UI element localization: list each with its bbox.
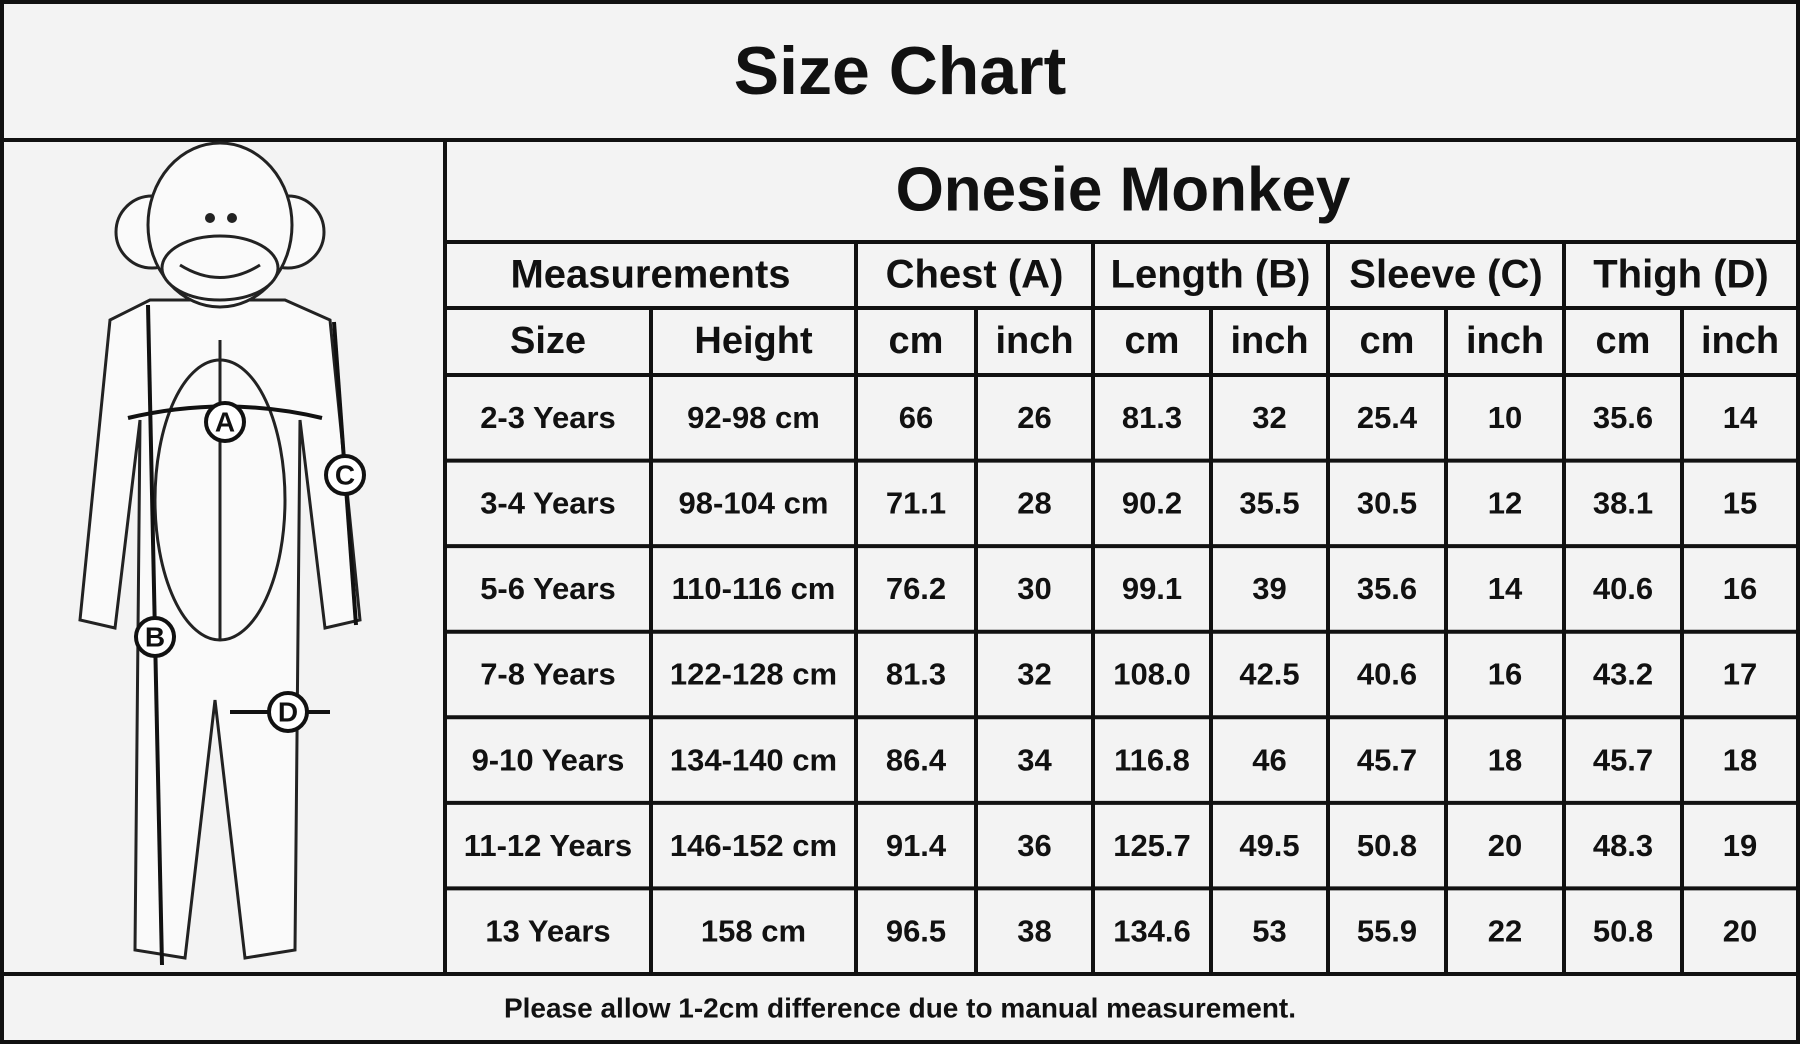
cell: 18 [1723, 742, 1757, 777]
cell: 81.3 [886, 657, 946, 692]
cell: 134-140 cm [670, 742, 837, 777]
cell: 28 [1017, 486, 1051, 521]
cell: 71.1 [886, 486, 946, 521]
column-header: Size [510, 320, 586, 362]
cell: 38 [1017, 913, 1051, 948]
group-header: Sleeve (C) [1349, 253, 1542, 297]
label-badge [204, 401, 246, 443]
cell: 14 [1488, 571, 1523, 606]
cell: 146-152 cm [670, 828, 837, 863]
cell: 7-8 Years [480, 657, 616, 692]
cell: 55.9 [1357, 913, 1417, 948]
cell: 40.6 [1357, 657, 1417, 692]
cell: 46 [1252, 742, 1286, 777]
column-header: cm [1596, 320, 1651, 362]
column-header: inch [995, 320, 1073, 362]
cell: 17 [1723, 657, 1757, 692]
cell: 49.5 [1239, 828, 1299, 863]
cell: 36 [1017, 828, 1051, 863]
cell: 99.1 [1122, 571, 1182, 606]
cell: 32 [1017, 657, 1051, 692]
group-header: Thigh (D) [1593, 253, 1769, 297]
cell: 116.8 [1114, 742, 1190, 777]
column-header: cm [1360, 320, 1415, 362]
column-header: inch [1466, 320, 1544, 362]
cell: 38.1 [1593, 486, 1653, 521]
cell: 40.6 [1593, 571, 1653, 606]
cell: 30.5 [1357, 486, 1417, 521]
cell: 108.0 [1113, 657, 1191, 692]
cell: 5-6 Years [480, 571, 616, 606]
cell: 125.7 [1113, 828, 1191, 863]
cell: 81.3 [1122, 400, 1182, 435]
group-header: Measurements [510, 253, 790, 297]
cell: 76.2 [886, 571, 946, 606]
cell: 42.5 [1239, 657, 1299, 692]
cell: 15 [1723, 486, 1757, 521]
cell: 22 [1488, 913, 1522, 948]
cell: 16 [1723, 571, 1757, 606]
cell: 50.8 [1357, 828, 1417, 863]
monkey-illustration [78, 141, 362, 966]
cell: 10 [1488, 400, 1522, 435]
column-header: cm [1125, 320, 1180, 362]
column-header: inch [1701, 320, 1779, 362]
cell: 30 [1017, 571, 1051, 606]
product-name: Onesie Monkey [896, 155, 1351, 224]
cell: 34 [1017, 742, 1052, 777]
cell: 35.5 [1239, 486, 1299, 521]
cell: 48.3 [1593, 828, 1653, 863]
cell: 13 Years [485, 913, 610, 948]
group-header: Chest (A) [886, 253, 1064, 297]
cell: 91.4 [886, 828, 947, 863]
cell: 96.5 [886, 913, 946, 948]
column-header: inch [1230, 320, 1308, 362]
cell: 45.7 [1593, 742, 1653, 777]
cell: 18 [1488, 742, 1522, 777]
cell: 2-3 Years [480, 400, 616, 435]
diagram-label: D [278, 696, 298, 727]
cell: 53 [1252, 913, 1286, 948]
note: Please allow 1-2cm difference due to man… [504, 992, 1296, 1023]
cell: 20 [1723, 913, 1757, 948]
group-header: Length (B) [1111, 253, 1311, 297]
label-badge [134, 616, 176, 658]
cell: 98-104 cm [679, 486, 829, 521]
cell: 3-4 Years [480, 486, 616, 521]
cell: 158 cm [701, 913, 806, 948]
cell: 20 [1488, 828, 1522, 863]
cell: 50.8 [1593, 913, 1653, 948]
title: Size Chart [734, 33, 1067, 109]
column-header: cm [889, 320, 944, 362]
cell: 66 [899, 400, 933, 435]
label-badge [324, 454, 366, 496]
cell: 39 [1252, 571, 1286, 606]
cell: 35.6 [1593, 400, 1653, 435]
cell: 43.2 [1593, 657, 1653, 692]
cell: 32 [1252, 400, 1286, 435]
cell: 110-116 cm [672, 571, 836, 606]
cell: 45.7 [1357, 742, 1417, 777]
cell: 86.4 [886, 742, 947, 777]
diagram-label: A [215, 406, 235, 437]
cell: 122-128 cm [670, 657, 837, 692]
cell: 134.6 [1113, 913, 1191, 948]
cell: 9-10 Years [472, 742, 625, 777]
cell: 14 [1723, 400, 1758, 435]
diagram-label: C [335, 459, 355, 490]
cell: 92-98 cm [687, 400, 820, 435]
cell: 35.6 [1357, 571, 1417, 606]
cell: 16 [1488, 657, 1522, 692]
cell: 26 [1017, 400, 1051, 435]
label-badge [267, 691, 309, 733]
column-header: Height [694, 320, 813, 362]
cell: 25.4 [1357, 400, 1418, 435]
cell: 90.2 [1122, 486, 1182, 521]
cell: 11-12 Years [464, 828, 632, 863]
cell: 19 [1723, 828, 1757, 863]
diagram-label: B [145, 621, 165, 652]
cell: 12 [1488, 486, 1522, 521]
